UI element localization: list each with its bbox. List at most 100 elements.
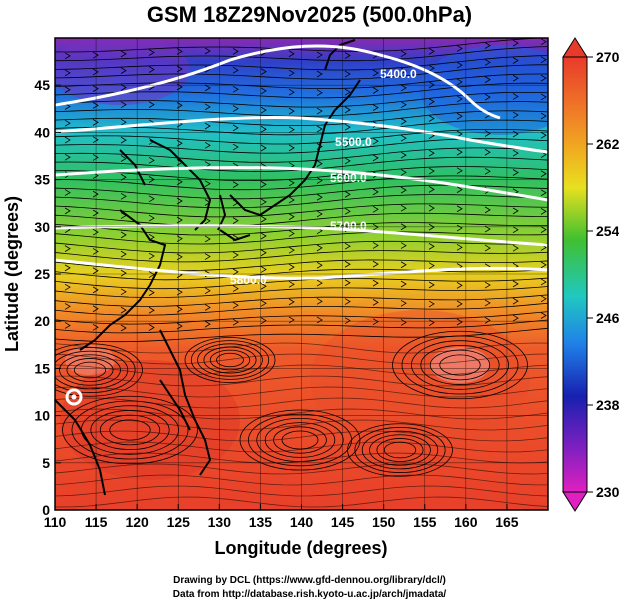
warm-anomaly — [310, 310, 530, 450]
flow-arrow — [428, 98, 435, 105]
streamline — [55, 129, 548, 145]
flow-arrow — [484, 281, 491, 289]
flow-arrow — [400, 67, 407, 75]
flow-arrow — [288, 50, 295, 58]
streamline — [55, 408, 548, 420]
flow-arrow — [428, 204, 435, 212]
streamline — [392, 330, 528, 400]
x-tick-label: 115 — [85, 514, 108, 530]
colorbar-tick-label: 262 — [596, 136, 619, 152]
flow-arrow — [288, 298, 295, 306]
flow-arrow — [260, 181, 267, 188]
flow-arrow — [176, 139, 183, 147]
streamline — [55, 38, 548, 53]
flow-arrow — [540, 170, 547, 178]
streamline — [55, 110, 548, 127]
streamline — [281, 430, 319, 450]
flow-arrow — [148, 195, 155, 203]
streamline — [71, 400, 189, 460]
flow-arrow — [316, 89, 323, 97]
streamline — [55, 286, 548, 299]
flow-arrow — [344, 207, 351, 215]
flow-arrow — [344, 88, 351, 96]
x-tick-label: 165 — [495, 514, 519, 530]
flow-arrow — [344, 140, 351, 148]
flow-arrow — [148, 66, 155, 73]
contour-label: 5800.0 — [230, 273, 267, 287]
flow-arrow — [92, 228, 99, 236]
flow-arrow — [512, 244, 519, 252]
flow-arrow — [344, 260, 351, 268]
warm-anomaly — [60, 360, 240, 480]
flow-arrow — [372, 137, 379, 145]
flow-arrow — [148, 324, 155, 331]
streamline — [401, 335, 519, 395]
streamline — [55, 302, 548, 316]
flow-arrow — [540, 131, 547, 139]
credit-data: Data from http://database.rish.kyoto-u.a… — [172, 589, 447, 600]
streamline — [55, 55, 548, 71]
x-tick-label: 120 — [125, 514, 149, 530]
streamline — [55, 101, 548, 117]
flow-arrow — [120, 136, 127, 144]
streamline — [55, 64, 548, 80]
credit-drawing: Drawing by DCL (https://www.gfd-dennou.o… — [173, 575, 446, 586]
flow-arrow — [484, 167, 491, 175]
streamline — [55, 353, 548, 365]
flow-arrow — [120, 288, 127, 296]
contour-label: 5500.0 — [335, 135, 372, 149]
flow-arrow — [428, 149, 435, 157]
flow-arrow — [540, 312, 547, 319]
flow-arrow — [400, 299, 407, 307]
flow-arrow — [456, 205, 463, 213]
flow-arrow — [512, 280, 519, 288]
flow-arrow — [428, 262, 435, 270]
flow-arrow — [288, 263, 295, 271]
flow-arrow — [204, 103, 211, 111]
flow-arrow — [232, 318, 239, 326]
flow-arrow — [540, 38, 547, 46]
flow-arrow — [400, 101, 407, 109]
flow-arrow — [120, 250, 127, 258]
streamline — [55, 419, 548, 431]
streamline — [73, 361, 107, 379]
flow-arrow — [64, 189, 71, 196]
flow-arrow — [456, 186, 463, 193]
flow-arrow — [316, 51, 323, 59]
streamline — [55, 277, 548, 290]
flow-arrow — [260, 87, 267, 95]
streamline — [99, 414, 161, 446]
streamline — [239, 409, 361, 471]
flow-arrow — [316, 107, 323, 115]
y-axis: 0 5 10 15 20 25 30 35 40 45 — [34, 77, 61, 518]
streamline — [361, 430, 439, 470]
flow-arrow — [92, 154, 99, 161]
flow-arrow — [232, 48, 239, 55]
flow-arrow — [316, 193, 323, 201]
flow-arrow — [400, 118, 407, 125]
flow-arrow — [512, 130, 519, 138]
streamline — [55, 319, 548, 334]
flow-arrow — [92, 209, 99, 217]
flow-arrow — [484, 42, 491, 49]
flow-arrow — [64, 136, 71, 144]
y-tick-label: 25 — [34, 266, 50, 282]
flow-arrow — [512, 169, 519, 176]
flow-arrow — [64, 86, 71, 94]
flow-arrow — [540, 56, 547, 64]
flow-arrow — [344, 317, 351, 325]
flow-arrow — [260, 68, 267, 75]
flow-arrow — [64, 207, 71, 215]
streamline — [55, 327, 548, 343]
flow-arrow — [288, 196, 295, 204]
colorbar-tick-label: 270 — [596, 49, 619, 65]
x-tick-label: 145 — [331, 514, 355, 530]
y-axis-title: Latitude (degrees) — [2, 196, 22, 352]
flow-arrow — [400, 242, 407, 249]
flow-arrow — [484, 244, 491, 252]
flow-arrow — [484, 299, 491, 307]
contour-label: 5700.0 — [330, 219, 367, 233]
flow-arrow — [428, 243, 435, 250]
flow-arrow — [232, 143, 239, 151]
